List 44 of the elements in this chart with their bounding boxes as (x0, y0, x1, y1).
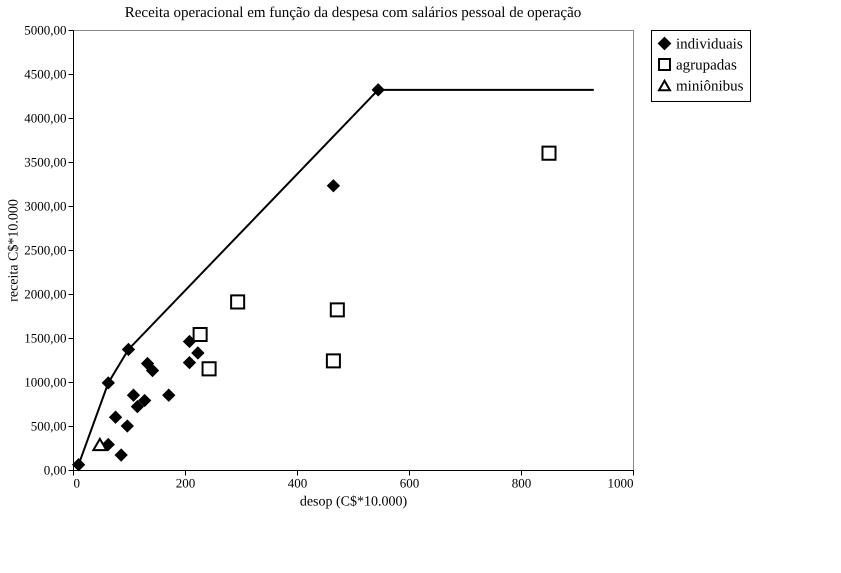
y-tick-label: 2500,00 (24, 242, 66, 258)
point (192, 346, 204, 360)
legend-label: individuais (676, 36, 743, 52)
y-tick-label: 4000,00 (24, 110, 66, 126)
x-tick-label: 1000 (608, 476, 634, 490)
point (162, 388, 176, 402)
y-tick-label: 0,00 (44, 462, 66, 478)
point (541, 146, 557, 161)
point (192, 326, 208, 342)
legend-label: miniônibus (676, 78, 744, 94)
point (131, 400, 144, 413)
point (92, 438, 108, 452)
y-axis-title: receita C$*10.000 (6, 199, 22, 302)
point (72, 458, 85, 471)
point (183, 335, 196, 348)
y-tick-label: 5000,00 (24, 22, 66, 38)
point (121, 420, 134, 432)
point (326, 353, 341, 368)
point (127, 388, 140, 402)
y-tick-label: 4500,00 (24, 66, 66, 82)
chart-title: Receita operacional em função da despesa com salários pessoal de operação (124, 5, 582, 21)
x-tick-label: 400 (288, 476, 308, 490)
point (138, 394, 151, 407)
y-tick-label: 1000,00 (24, 374, 66, 390)
y-tick-label: 1500,00 (24, 330, 66, 346)
y-tick-label: 3000,00 (24, 198, 66, 214)
point (109, 410, 122, 424)
point (183, 356, 196, 369)
x-tick-label: 600 (400, 476, 420, 490)
point (202, 361, 217, 376)
point (230, 294, 246, 310)
point (327, 180, 340, 192)
x-tick-label: 800 (512, 476, 532, 490)
y-tick-label: 2000,00 (24, 286, 66, 302)
point (146, 364, 159, 377)
point (141, 357, 154, 370)
point (330, 302, 345, 318)
x-axis-title: desop (C$*10.000) (300, 494, 408, 510)
y-tick-label: 500,00 (30, 418, 66, 434)
x-tick-label: 200 (176, 476, 196, 490)
y-tick-label: 3500,00 (24, 154, 66, 170)
legend-label: agrupadas (676, 58, 737, 74)
point (114, 448, 128, 462)
x-tick-label: 0 (74, 476, 80, 490)
